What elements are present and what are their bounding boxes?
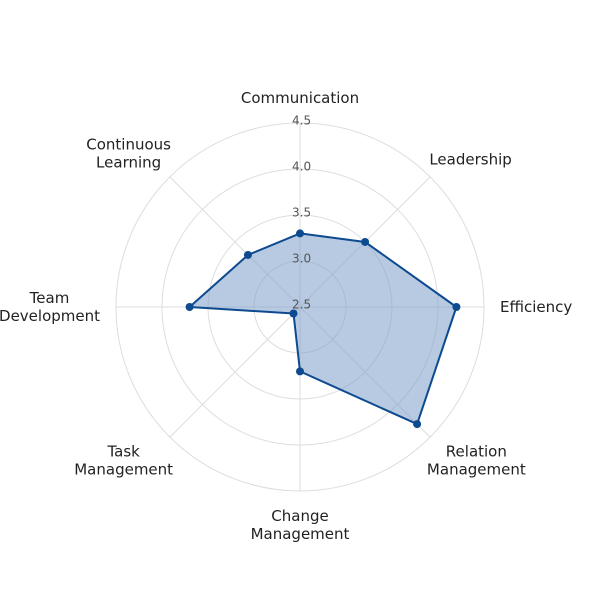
category-label: Communication	[240, 89, 360, 107]
data-point	[296, 367, 304, 376]
series-area	[188, 232, 458, 426]
r-tick-label: 3.5	[292, 206, 311, 220]
data-point	[243, 250, 252, 259]
data-point	[413, 420, 422, 429]
data-point	[296, 229, 304, 238]
category-label: Relation Management	[426, 443, 526, 480]
r-tick-label: 4.0	[292, 160, 311, 174]
r-tick-label: 2.5	[292, 298, 311, 312]
category-label: Efficiency	[500, 298, 573, 316]
spoke	[169, 306, 301, 438]
data-point	[361, 237, 370, 246]
data-point	[289, 309, 298, 318]
data-point	[452, 303, 461, 311]
category-label: Continuous Learning	[86, 134, 171, 171]
r-tick-label: 3.0	[292, 252, 311, 266]
category-label: Leadership	[429, 150, 512, 169]
category-label: Change Management	[250, 507, 350, 543]
category-label: Task Management	[74, 443, 174, 480]
data-point	[185, 303, 194, 311]
category-label: Team Development	[0, 289, 100, 325]
r-tick-label: 4.5	[292, 114, 311, 128]
